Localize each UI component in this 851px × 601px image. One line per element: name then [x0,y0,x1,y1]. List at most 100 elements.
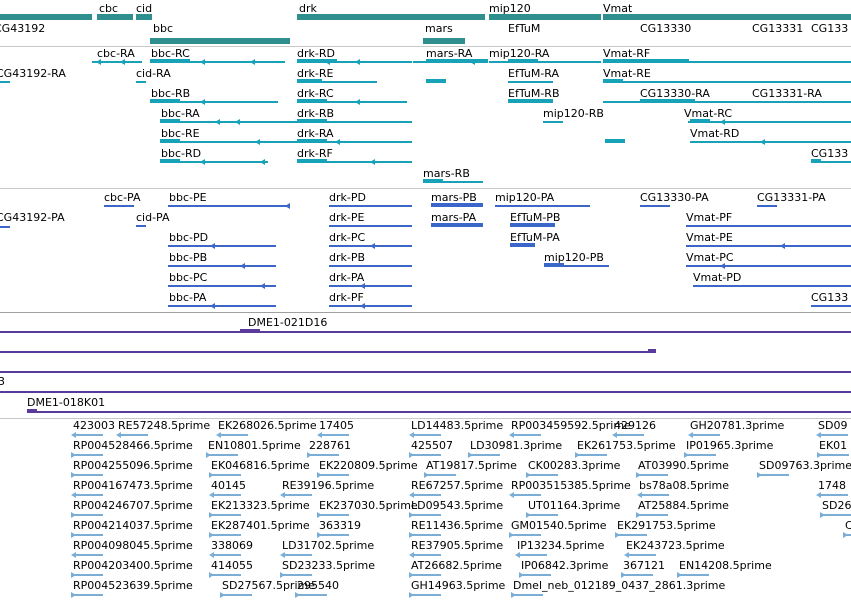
est-label[interactable]: 17405 [319,419,354,432]
protein-feature[interactable] [329,205,412,207]
est-feature[interactable] [218,434,248,436]
est-label[interactable]: RP004098045.5prime [73,539,193,552]
transcript-exon[interactable] [605,139,625,143]
clone-line[interactable] [0,371,851,373]
protein-label[interactable]: mars-PB [431,191,477,204]
est-label[interactable]: LD09543.5prime [411,499,504,512]
transcript-exon[interactable] [150,59,190,63]
clone-feature[interactable] [27,409,37,413]
est-label[interactable]: RE67257.5prime [411,479,504,492]
est-feature[interactable] [319,434,349,436]
est-label[interactable]: EK046816.5prime [211,459,310,472]
est-label[interactable]: LD31702.5prime [282,539,375,552]
transcript-exon[interactable] [297,59,337,63]
transcript-feature[interactable] [150,61,285,63]
est-feature[interactable] [470,454,500,456]
transcript-label[interactable]: drk-RC [297,87,334,100]
est-feature[interactable] [411,434,441,436]
protein-feature[interactable] [757,205,777,207]
est-label[interactable]: RP003459592.5prime [511,419,631,432]
protein-label[interactable]: drk-PF [329,291,364,304]
est-label[interactable]: EK01 [819,439,848,452]
transcript-label[interactable]: bbc-RC [151,47,190,60]
protein-feature[interactable] [329,305,412,307]
transcript-feature[interactable] [297,61,412,63]
transcript-exon[interactable] [297,159,327,163]
protein-feature[interactable] [168,305,276,307]
est-label[interactable]: 367121 [623,559,665,572]
est-label[interactable]: 429126 [614,419,656,432]
transcript-feature[interactable] [136,81,146,83]
clone-line[interactable] [0,391,851,393]
transcript-label[interactable]: Vmat-RF [603,47,651,60]
transcript-exon[interactable] [160,139,180,143]
est-label[interactable]: EK287401.5prime [211,519,310,532]
transcript-label[interactable]: CG43192-RA [0,67,66,80]
est-feature[interactable] [426,474,456,476]
est-feature[interactable] [118,434,148,436]
clone-label[interactable]: DME1-021D16 [248,316,328,329]
est-feature[interactable] [511,494,541,496]
est-feature[interactable] [614,434,644,436]
est-feature[interactable] [282,574,312,576]
transcript-feature[interactable] [603,101,851,103]
est-label[interactable]: 414055 [211,559,253,572]
est-feature[interactable] [638,514,668,516]
est-label[interactable]: EK243723.5prime [626,539,725,552]
protein-label[interactable]: Vmat-PD [693,271,742,284]
est-label[interactable]: RP004203400.5prime [73,559,193,572]
transcript-feature[interactable] [603,81,851,83]
est-label[interactable]: RE39196.5prime [282,479,375,492]
est-feature[interactable] [819,454,849,456]
protein-label[interactable]: CG13331-PA [757,191,826,204]
protein-feature[interactable] [104,205,134,207]
est-label[interactable]: RP004167473.5prime [73,479,193,492]
transcript-exon[interactable] [150,99,180,103]
transcript-exon[interactable] [508,59,538,63]
transcript-exon[interactable] [603,79,623,83]
gene-label[interactable]: CG13330 [640,22,692,35]
transcript-feature[interactable] [297,161,412,163]
est-feature[interactable] [411,594,441,596]
est-feature[interactable] [623,574,653,576]
est-feature[interactable] [282,494,312,496]
est-feature[interactable] [528,474,558,476]
est-label[interactable]: 295540 [297,579,339,592]
clone-line[interactable] [0,331,851,333]
est-feature[interactable] [690,434,720,436]
transcript-feature[interactable] [690,141,851,143]
est-feature[interactable] [528,514,558,516]
transcript-exon[interactable] [160,159,180,163]
protein-label[interactable]: drk-PB [329,251,366,264]
protein-feature[interactable] [686,265,851,267]
transcript-label[interactable]: CG13330-RA [640,87,710,100]
transcript-label[interactable]: EfTuM-RA [508,67,560,80]
transcript-feature[interactable] [0,81,10,83]
est-feature[interactable] [818,494,848,496]
transcript-label[interactable]: cid-RA [136,67,171,80]
est-label[interactable]: RP004523639.5prime [73,579,193,592]
est-label[interactable]: RP004528466.5prime [73,439,193,452]
transcript-label[interactable]: drk-RE [297,67,334,80]
transcript-label[interactable]: Vmat-RE [603,67,651,80]
gene-label[interactable]: bbc [153,22,174,35]
protein-label[interactable]: CG133 [811,291,849,304]
est-label[interactable]: 40145 [211,479,246,492]
est-label[interactable]: RE11436.5prime [411,519,504,532]
est-label[interactable]: bs78a08.5prime [639,479,729,492]
est-feature[interactable] [319,514,349,516]
transcript-exon[interactable] [423,179,443,183]
gene-label[interactable]: mars [425,22,453,35]
est-feature[interactable] [282,554,312,556]
gene-label[interactable]: cbc [99,2,119,15]
protein-exon[interactable] [510,223,555,227]
protein-exon[interactable] [431,223,483,227]
transcript-label[interactable]: mars-RB [423,167,470,180]
transcript-label[interactable]: bbc-RE [161,127,200,140]
est-label[interactable]: LD14483.5prime [411,419,504,432]
clone-line[interactable] [0,351,655,353]
gene-feature[interactable] [489,14,601,20]
est-label[interactable]: UT01164.3prime [528,499,621,512]
transcript-label[interactable]: bbc-RA [161,107,200,120]
est-label[interactable]: AT26682.5prime [411,559,502,572]
